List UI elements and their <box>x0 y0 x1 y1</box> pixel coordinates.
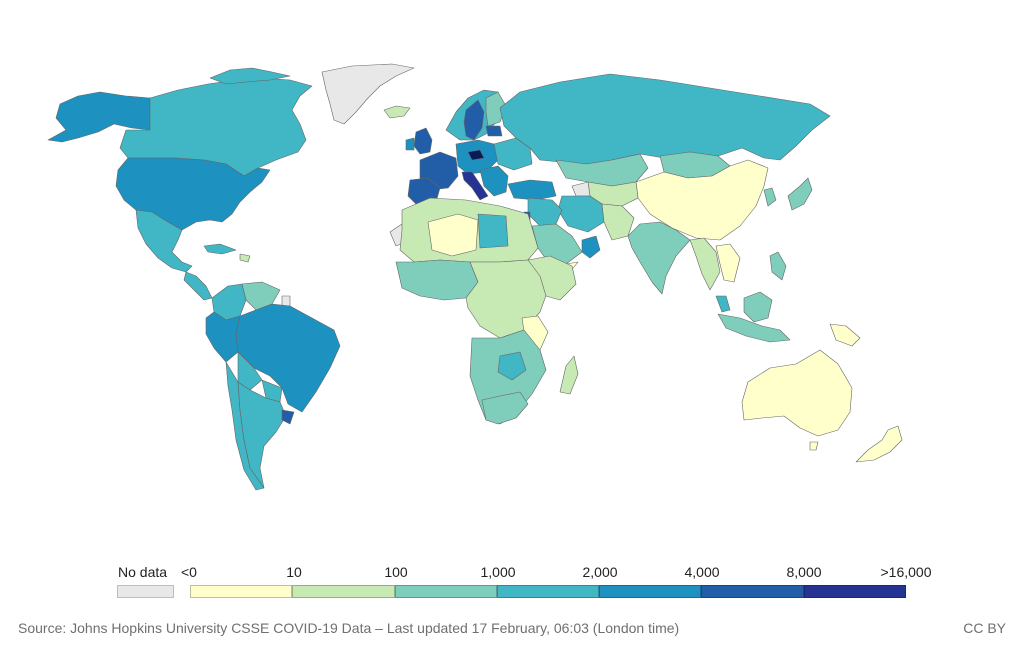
country-saudi-arabia[interactable] <box>531 223 583 265</box>
legend-bin-1 <box>190 585 293 598</box>
country-new-zealand[interactable] <box>855 425 903 463</box>
country-vietnam-laos[interactable] <box>715 243 741 283</box>
country-kazakhstan[interactable] <box>555 153 649 187</box>
country-cuba[interactable] <box>203 243 237 255</box>
country-ireland[interactable] <box>405 137 415 151</box>
legend-tick-8: >16,000 <box>880 564 932 580</box>
legend-bin-4 <box>496 585 600 598</box>
country-zambia-zimbabwe[interactable] <box>497 351 527 381</box>
legend-tick-2: 10 <box>286 564 302 580</box>
country-russia[interactable] <box>499 73 831 165</box>
legend-bin-5 <box>599 585 702 598</box>
country-west-africa[interactable] <box>395 259 479 301</box>
country-turkmenistan[interactable] <box>571 181 591 197</box>
country-south-africa[interactable] <box>481 391 529 425</box>
country-korea[interactable] <box>763 187 777 207</box>
region-central-america[interactable] <box>183 271 213 301</box>
country-borneo[interactable] <box>743 291 773 323</box>
country-middle-east[interactable] <box>527 197 563 227</box>
country-tasmania[interactable] <box>809 441 819 451</box>
country-japan[interactable] <box>787 177 813 211</box>
country-argentina[interactable] <box>237 381 287 489</box>
country-malaysia[interactable] <box>715 295 731 313</box>
legend-tick-7: 8,000 <box>786 564 822 580</box>
country-uae-oman[interactable] <box>581 235 601 259</box>
country-peru[interactable] <box>205 311 241 363</box>
legend-tick-5: 2,000 <box>582 564 618 580</box>
country-estonia[interactable] <box>485 125 503 137</box>
country-philippines[interactable] <box>769 251 787 281</box>
legend-tick-4: 1,000 <box>480 564 516 580</box>
country-turkey[interactable] <box>507 179 557 201</box>
legend-bin-6 <box>701 585 804 598</box>
country-balkans[interactable] <box>479 165 509 197</box>
country-madagascar[interactable] <box>559 355 579 395</box>
no-data-label: No data <box>118 564 168 580</box>
country-algeria[interactable] <box>427 213 479 257</box>
country-sweden[interactable] <box>463 99 485 141</box>
no-data-swatch <box>117 585 174 598</box>
country-ethiopia-somalia[interactable] <box>527 255 577 301</box>
country-mexico[interactable] <box>135 209 193 273</box>
country-indonesia[interactable] <box>717 313 791 343</box>
color-scale <box>190 585 906 598</box>
country-iran[interactable] <box>557 195 605 233</box>
country-australia[interactable] <box>741 349 853 437</box>
legend-tick-6: 4,000 <box>684 564 720 580</box>
country-china[interactable] <box>635 159 769 241</box>
legend-tick-3: 100 <box>384 564 408 580</box>
legend-bin-3 <box>394 585 497 598</box>
country-papua-new-guinea[interactable] <box>829 323 861 347</box>
license-link[interactable]: CC BY <box>963 620 1006 636</box>
country-bolivia[interactable] <box>237 351 263 391</box>
country-alaska-usa[interactable] <box>47 91 151 143</box>
country-iceland[interactable] <box>383 105 411 119</box>
country-greenland[interactable] <box>321 63 415 125</box>
country-myanmar-thailand[interactable] <box>689 237 721 291</box>
country-czechia[interactable] <box>467 149 485 161</box>
country-italy[interactable] <box>461 171 489 201</box>
country-uruguay[interactable] <box>281 409 295 425</box>
country-uk[interactable] <box>413 127 433 155</box>
legend-tick-1: <0 <box>181 564 197 580</box>
legend-bin-2 <box>292 585 395 598</box>
legend-bin-7 <box>803 585 906 598</box>
country-french-guiana[interactable] <box>281 295 291 307</box>
country-canada-arctic-islands[interactable] <box>209 67 291 85</box>
country-india[interactable] <box>627 221 691 295</box>
country-finland[interactable] <box>485 91 507 127</box>
country-usa[interactable] <box>115 157 271 231</box>
source-note: Source: Johns Hopkins University CSSE CO… <box>18 620 680 636</box>
country-haiti[interactable] <box>239 253 251 263</box>
world-map <box>47 63 903 491</box>
country-libya[interactable] <box>477 213 509 249</box>
